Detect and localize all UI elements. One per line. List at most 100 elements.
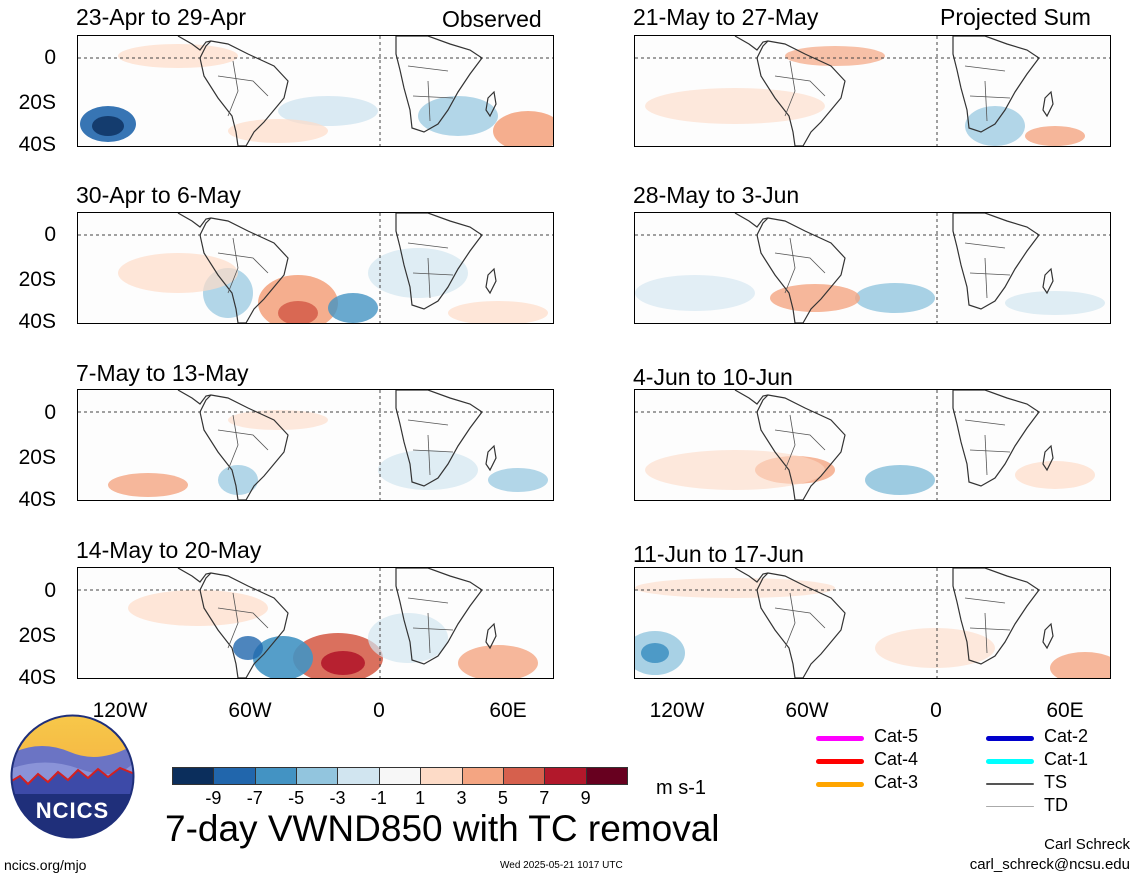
anomaly-map (635, 213, 1110, 323)
cat4-label: Cat-4 (874, 749, 919, 769)
country-border (969, 272, 1011, 276)
anomaly-shading (253, 636, 313, 678)
anomaly-shading (448, 301, 548, 323)
country-border (407, 597, 449, 604)
south-america-coastline (199, 572, 289, 678)
country-border (774, 75, 826, 97)
colorbar-label: 7 (539, 788, 550, 808)
panel-title: 7-May to 13-May (76, 360, 249, 386)
x-tick-label: 120W (92, 699, 148, 722)
y-tick-label: 40S (18, 133, 56, 156)
panel-title: 21-May to 27-May (633, 4, 819, 30)
panel-title: 11-Jun to 17-Jun (633, 541, 804, 567)
africa-coastline (952, 390, 1040, 487)
panel-title: 23-Apr to 29-Apr (76, 4, 247, 30)
country-border (427, 257, 431, 299)
anomaly-shading (278, 96, 378, 126)
y-tick-label: 20S (18, 446, 56, 469)
anomaly-shading (278, 301, 318, 323)
projected-header: Projected Sum (940, 4, 1091, 30)
country-border (227, 60, 239, 117)
country-border (407, 65, 449, 72)
panel-title: 28-May to 3-Jun (633, 182, 800, 208)
anomaly-shading (108, 473, 188, 497)
country-border (984, 612, 988, 654)
map-panel-observed-3 (77, 389, 554, 501)
colorbar-swatch (172, 767, 215, 785)
anomaly-shading (368, 613, 448, 663)
country-border (427, 434, 431, 476)
country-border (784, 592, 796, 649)
cat1-label: Cat-1 (1044, 749, 1089, 769)
anomaly-shading (258, 275, 338, 323)
x-tick-label: 0 (930, 699, 942, 722)
y-tick-label: 0 (44, 223, 56, 246)
madagascar-coastline (1042, 622, 1054, 650)
anomaly-shading (128, 590, 268, 626)
footer-email: carl_schreck@ncsu.edu (969, 856, 1130, 873)
cat3-label: Cat-3 (874, 772, 919, 792)
country-border (774, 429, 826, 451)
observed-header: Observed (442, 6, 542, 32)
anomaly-shading (218, 465, 258, 495)
country-border (964, 597, 1006, 604)
country-border (784, 237, 796, 294)
country-border (427, 612, 431, 654)
central-america-coastline (734, 390, 769, 405)
anomaly-shading (378, 450, 478, 490)
country-border (412, 449, 454, 453)
country-border (774, 607, 826, 629)
country-border (217, 607, 269, 629)
country-border (412, 272, 454, 276)
central-america-coastline (734, 213, 769, 228)
central-america-coastline (177, 568, 212, 583)
anomaly-shading (865, 465, 935, 495)
x-tick-label: 120W (649, 699, 705, 722)
ncics-logo-text: NCICS (35, 798, 110, 823)
colorbar-label: -1 (370, 788, 387, 808)
y-tick-label: 0 (44, 46, 56, 69)
africa-coastline (395, 213, 483, 310)
country-border (774, 252, 826, 274)
madagascar-coastline (485, 267, 497, 295)
map-panel-projected-3 (634, 389, 1111, 501)
south-america-coastline (199, 40, 289, 146)
anomaly-map (78, 390, 553, 500)
panel-title: 30-Apr to 6-May (76, 182, 241, 208)
anomaly-shading (418, 96, 498, 136)
madagascar-coastline (485, 622, 497, 650)
panel-title: 14-May to 20-May (76, 537, 262, 563)
y-tick-label: 20S (18, 624, 56, 647)
country-border (984, 434, 988, 476)
colorbar-label: -9 (205, 788, 222, 808)
y-tick-label: 0 (44, 401, 56, 424)
cat2-line (986, 736, 1034, 741)
anomaly-map (78, 213, 553, 323)
country-border (227, 237, 239, 294)
cat5-label: Cat-5 (874, 726, 919, 746)
map-panel-observed-1 (77, 35, 554, 147)
anomaly-shading (493, 111, 553, 146)
colorbar-label: -5 (288, 788, 305, 808)
colorbar-swatch (337, 767, 380, 785)
country-border (217, 252, 269, 274)
central-america-coastline (177, 213, 212, 228)
colorbar-swatch (296, 767, 339, 785)
map-panel-observed-4 (77, 567, 554, 679)
colorbar-labels: -9 -7 -5 -3 -1 1 3 5 7 9 (172, 789, 627, 809)
madagascar-coastline (485, 444, 497, 472)
south-america-coastline (199, 394, 289, 500)
cat1-line (986, 759, 1034, 764)
x-tick-label: 60W (785, 699, 829, 722)
africa-coastline (952, 213, 1040, 310)
footer-author: Carl Schreck (1044, 836, 1130, 853)
anomaly-map (78, 568, 553, 678)
cat3-line (816, 782, 864, 787)
country-border (969, 627, 1011, 631)
map-panel-projected-1 (634, 35, 1111, 147)
anomaly-shading (118, 44, 238, 68)
map-panel-observed-2 (77, 212, 554, 324)
anomaly-shading (321, 651, 365, 675)
anomaly-shading (635, 578, 835, 598)
anomaly-shading (92, 116, 124, 136)
